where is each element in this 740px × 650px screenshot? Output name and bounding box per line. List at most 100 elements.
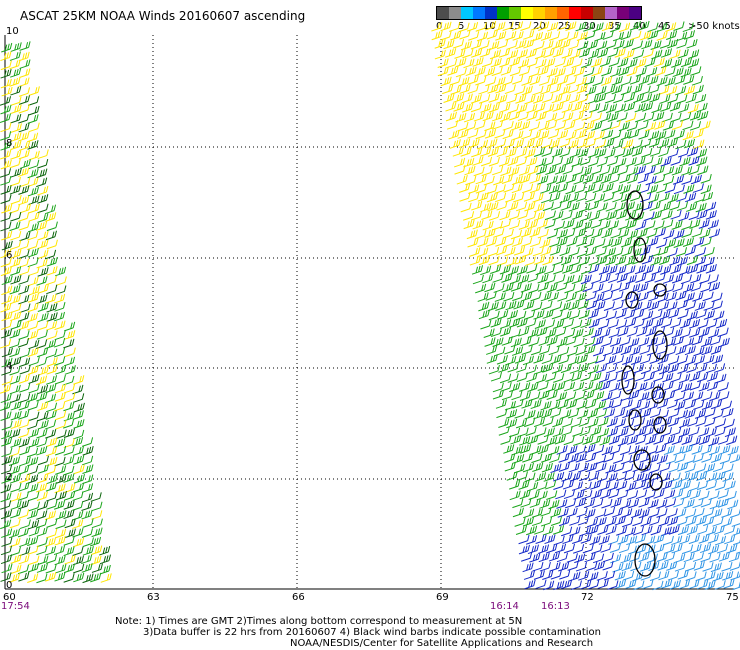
wind-barb [560, 579, 573, 590]
wind-barb [657, 301, 670, 311]
wind-barb [479, 48, 491, 58]
wind-barb [569, 571, 581, 582]
wind-barb [616, 526, 628, 536]
wind-barb [509, 480, 521, 490]
wind-barb [601, 291, 614, 302]
wind-barb [550, 516, 562, 527]
wind-barb [509, 318, 521, 328]
wind-barb [10, 150, 22, 160]
wind-barb [527, 272, 539, 283]
wind-barb [650, 210, 663, 220]
wind-barb [651, 103, 663, 114]
wind-barb [36, 384, 49, 395]
wind-barb [702, 291, 714, 302]
wind-barb [538, 552, 550, 563]
wind-barb [643, 112, 655, 123]
wind-barb [9, 158, 21, 169]
wind-barb [681, 166, 693, 176]
wind-barb [653, 435, 665, 445]
wind-barb [554, 57, 566, 68]
wind-barb [563, 489, 576, 500]
wind-barb [608, 273, 620, 284]
wind-barb [606, 210, 618, 221]
wind-barb [529, 183, 541, 194]
wind-barb [63, 356, 76, 367]
wind-barb [661, 579, 673, 589]
wind-barb [527, 434, 539, 445]
wind-barb [567, 31, 579, 41]
wind-barb [491, 120, 504, 130]
wind-barb [548, 345, 560, 356]
wind-barb [477, 237, 489, 248]
wind-barb [554, 111, 566, 122]
wind-barb [659, 202, 672, 212]
wind-barb [608, 435, 621, 445]
wind-barb [519, 66, 531, 77]
wind-barb [720, 400, 733, 411]
wind-barb [640, 562, 652, 572]
wind-barb [495, 138, 507, 149]
wind-barb [615, 471, 628, 482]
legend-color-swatch [581, 7, 593, 19]
wind-barb [635, 58, 647, 68]
wind-barb [505, 192, 517, 203]
wind-barb [514, 463, 526, 474]
wind-barb [538, 336, 550, 346]
wind-barb [9, 258, 21, 268]
wind-barb [649, 137, 661, 148]
wind-barb [501, 273, 513, 283]
wind-barb [614, 579, 627, 589]
legend-color-swatch [509, 7, 521, 19]
wind-barb [656, 454, 668, 465]
wind-barb [73, 572, 85, 583]
wind-barb [701, 400, 713, 410]
island-outlines [621, 190, 668, 577]
wind-barb [560, 363, 572, 374]
wind-barb [647, 499, 659, 509]
wind-barb [626, 121, 639, 132]
wind-barb [716, 318, 728, 329]
wind-barb [655, 66, 667, 77]
wind-barb [657, 561, 669, 571]
wind-barb [555, 327, 567, 337]
wind-barb [535, 534, 547, 544]
wind-barb [46, 364, 58, 375]
wind-barb [10, 194, 22, 205]
wind-barb [710, 453, 723, 463]
wind-barb [54, 330, 66, 341]
wind-barb [677, 570, 689, 580]
wind-barb [498, 48, 511, 58]
wind-barb [667, 148, 679, 158]
wind-barb [459, 192, 471, 202]
wind-barb [36, 527, 48, 537]
wind-barb [28, 374, 40, 384]
wind-barb [552, 102, 564, 112]
wind-barb [645, 326, 657, 337]
wind-barb [704, 417, 716, 427]
wind-barb [0, 401, 12, 411]
wind-barb [549, 192, 561, 202]
wind-barb [431, 30, 443, 41]
wind-barb [635, 435, 647, 445]
wind-barb [19, 537, 31, 548]
wind-barb [505, 355, 517, 366]
wind-barb [601, 337, 613, 347]
wind-barb [645, 435, 657, 445]
wind-barb [1, 240, 13, 251]
wind-barb [19, 382, 31, 393]
wind-barb [702, 562, 714, 572]
wind-barb [727, 445, 739, 456]
wind-barb [28, 159, 40, 170]
wind-barb [619, 336, 631, 347]
wind-barb [1, 455, 13, 466]
wind-barb [718, 552, 730, 562]
wind-barb [620, 192, 633, 203]
wind-barb [463, 58, 475, 69]
wind-barb [509, 110, 521, 121]
wind-barb [502, 76, 514, 86]
wind-barb [89, 536, 102, 547]
wind-barb [667, 93, 679, 104]
wind-barb [518, 326, 530, 337]
wind-barb [698, 427, 710, 437]
wind-barb [63, 546, 75, 557]
